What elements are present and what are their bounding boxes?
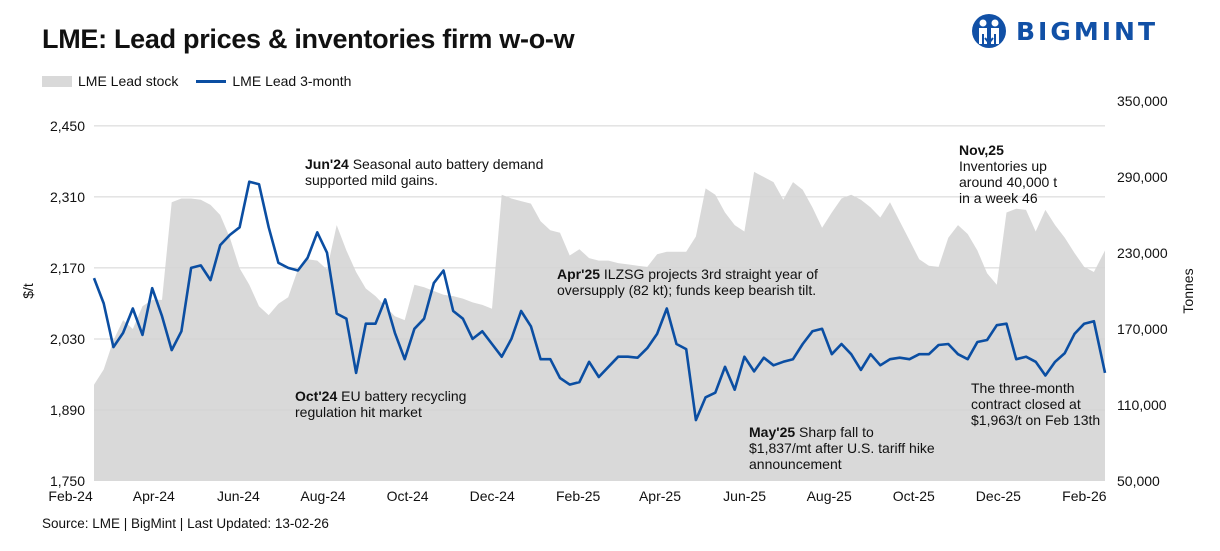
y-left-tick-label: 2,450 <box>50 118 85 134</box>
annotation-bold: Oct'24 <box>295 388 338 404</box>
annotation-line: $1,837/mt after U.S. tariff hike <box>749 440 935 456</box>
annotation-line: oversupply (82 kt); funds keep bearish t… <box>557 282 817 298</box>
annotation-oct24: Oct'24 EU battery recycling regulation hi… <box>295 388 466 420</box>
legend-label-price: LME Lead 3-month <box>232 73 352 89</box>
x-tick-label: Feb-24 <box>48 488 93 504</box>
annotation-may25: May'25 Sharp fall to $1,837/mt after U.S.… <box>749 424 935 472</box>
source-note: Source: LME | BigMint | Last Updated: 13… <box>42 516 329 531</box>
bigmint-logo: BIGMINT <box>972 14 1158 48</box>
annotation-bold: Nov,25 <box>959 142 1004 158</box>
annotation-line: contract closed at <box>971 396 1081 412</box>
y-left-axis-label: $/t <box>20 283 36 299</box>
annotation-line: supported mild gains. <box>305 172 439 188</box>
annotation-line: EU battery recycling <box>341 388 467 404</box>
y-left-tick-label: 2,170 <box>50 260 85 276</box>
annotation-bold: Apr'25 <box>557 266 601 282</box>
annotation-feb26: The three-month contract closed at $1,963/… <box>971 380 1100 428</box>
x-tick-label: Aug-25 <box>807 488 852 504</box>
annotation-line: in a week 46 <box>959 190 1038 206</box>
annotation-bold: May'25 <box>749 424 796 440</box>
annotation-line: $1,963/t on Feb 13th <box>971 412 1101 428</box>
y-right-axis-label: Tonnes <box>1180 268 1196 313</box>
x-tick-label: Apr-25 <box>639 488 681 504</box>
annotation-line: around 40,000 t <box>959 174 1058 190</box>
chart-title: LME: Lead prices & inventories firm w-o-… <box>42 24 575 54</box>
y-right-tick-label: 110,000 <box>1117 397 1167 413</box>
annotation-nov25: Nov,25 Inventories up around 40,000 t in a … <box>959 142 1057 206</box>
legend-label-stock: LME Lead stock <box>78 73 179 89</box>
legend: LME Lead stock LME Lead 3-month <box>42 73 351 89</box>
annotation-line: ILZSG projects 3rd straight year of <box>603 266 818 282</box>
logo-icon <box>972 14 1006 48</box>
annotation-jun24: Jun'24 Seasonal auto battery demand suppo… <box>305 156 543 188</box>
y-right-tick-label: 290,000 <box>1117 169 1168 185</box>
annotation-line: announcement <box>749 456 842 472</box>
y-left-tick-label: 1,750 <box>50 473 85 489</box>
x-tick-label: Jun-25 <box>723 488 766 504</box>
logo-text: BIGMINT <box>1016 16 1159 46</box>
annotation-bold: Jun'24 <box>305 156 349 172</box>
x-tick-label: Aug-24 <box>300 488 345 504</box>
y-left-tick-label: 2,310 <box>50 189 85 205</box>
x-tick-label: Apr-24 <box>133 488 175 504</box>
annotation-line: Sharp fall to <box>799 424 874 440</box>
annotation-apr25: Apr'25 ILZSG projects 3rd straight year … <box>557 266 818 298</box>
annotation-line: The three-month <box>971 380 1075 396</box>
legend-swatch-stock <box>42 75 72 87</box>
annotation-line: regulation hit market <box>295 404 422 420</box>
y-right-tick-label: 350,000 <box>1117 93 1168 109</box>
x-tick-label: Jun-24 <box>217 488 260 504</box>
y-left-tick-label: 2,030 <box>50 331 85 347</box>
y-left-tick-label: 1,890 <box>50 402 85 418</box>
x-tick-label: Dec-24 <box>470 488 515 504</box>
y-right-tick-label: 170,000 <box>1117 321 1168 337</box>
y-right-tick-label: 50,000 <box>1117 473 1160 489</box>
x-tick-label: Feb-25 <box>556 488 601 504</box>
y-right-tick-label: 230,000 <box>1117 245 1168 261</box>
annotation-line: Seasonal auto battery demand <box>352 156 544 172</box>
x-tick-label: Dec-25 <box>976 488 1021 504</box>
legend-swatch-price <box>196 79 227 83</box>
x-tick-label: Feb-26 <box>1062 488 1107 504</box>
annotation-line: Inventories up <box>959 158 1047 174</box>
stock-area <box>94 171 1105 481</box>
x-tick-label: Oct-25 <box>893 488 935 504</box>
x-tick-label: Oct-24 <box>387 488 429 504</box>
